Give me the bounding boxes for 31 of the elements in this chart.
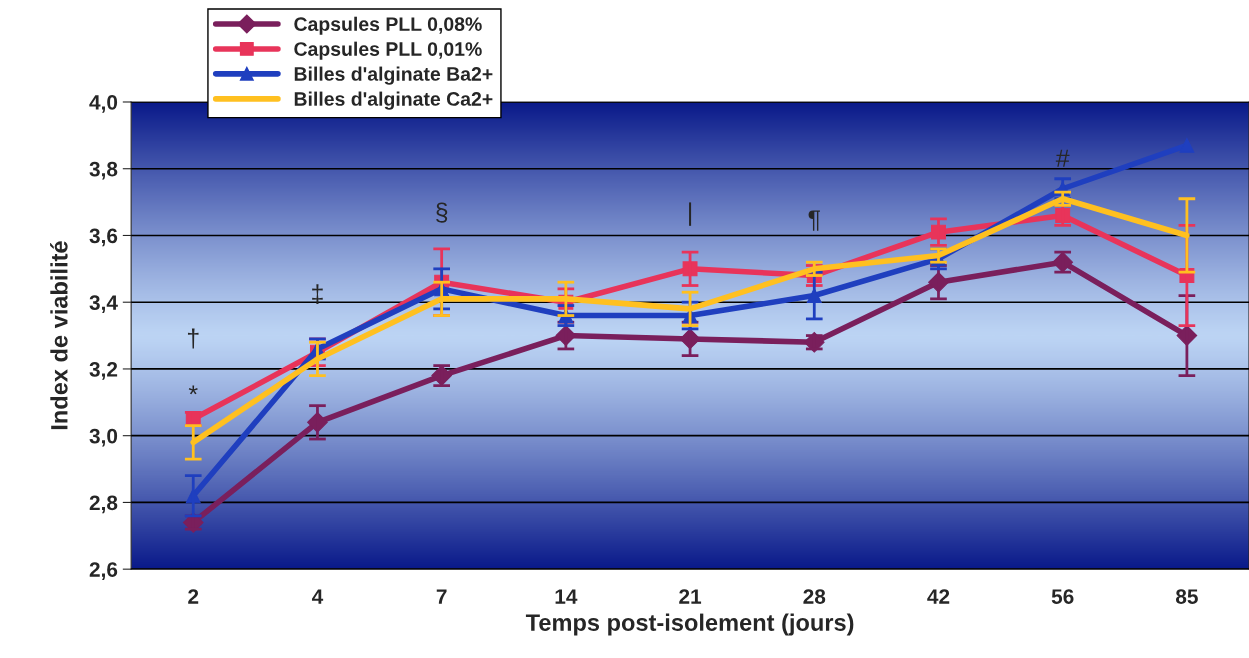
annotation: ‡ — [312, 284, 323, 305]
annotation: § — [436, 202, 448, 223]
x-tick-label: 85 — [1175, 589, 1198, 604]
y-tick-label: 2,6 — [89, 562, 118, 580]
legend-label: Billes d'alginate Ba2+ — [294, 66, 493, 85]
y-tick-label: 3,2 — [89, 361, 118, 380]
annotation: † — [187, 328, 199, 349]
x-axis-title: Temps post-isolement (jours) — [525, 613, 854, 636]
legend-label: Capsules PLL 0,08% — [294, 16, 482, 35]
annotation: ¶ — [808, 210, 820, 231]
x-tick-label: 42 — [927, 589, 950, 604]
y-tick-label: 2,8 — [89, 495, 118, 514]
x-tick-label: 14 — [555, 589, 578, 604]
legend-label: Capsules PLL 0,01% — [294, 41, 482, 60]
annotation: | — [689, 202, 692, 226]
legend-label: Billes d'alginate Ca2+ — [294, 91, 493, 110]
x-tick-label: 28 — [803, 589, 826, 604]
x-tick-label: 56 — [1051, 589, 1074, 604]
x-tick-label: 4 — [311, 589, 324, 604]
y-tick-label: 3,6 — [89, 228, 118, 247]
y-tick-label: 4,0 — [89, 94, 118, 113]
point — [1179, 137, 1195, 153]
y-axis-title: Index de viabilité — [50, 241, 68, 430]
x-tick-label: 7 — [436, 589, 447, 604]
annotation: # — [1055, 149, 1070, 167]
y-tick-label: 3,0 — [89, 428, 118, 447]
x-tick-label: 2 — [188, 589, 199, 604]
y-tick-label: 3,4 — [89, 295, 118, 313]
x-tick-label: 21 — [679, 589, 702, 604]
annotation: * — [188, 385, 198, 395]
y-tick-label: 3,8 — [89, 161, 118, 180]
